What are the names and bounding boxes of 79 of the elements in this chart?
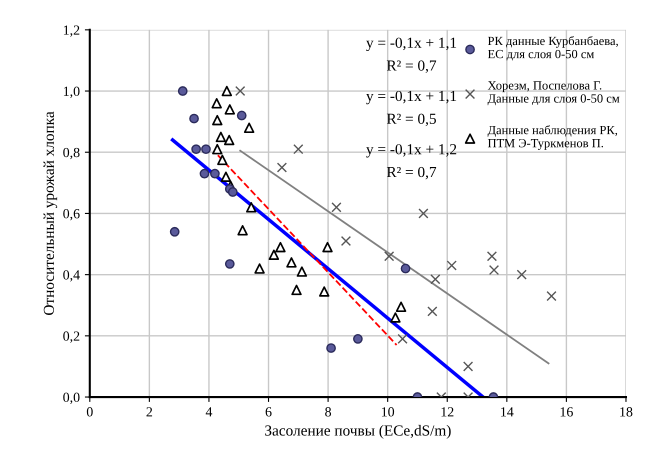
annotation: R² = 0,5 — [386, 114, 436, 126]
point — [390, 312, 401, 323]
x-tick-label: 0 — [86, 407, 93, 417]
point — [170, 226, 180, 237]
point — [178, 86, 188, 96]
y-tick-label: 0,8 — [63, 148, 80, 160]
point — [397, 334, 408, 344]
point — [286, 257, 297, 268]
y-tick-label: 0,2 — [63, 331, 80, 343]
point — [244, 122, 254, 133]
point — [384, 251, 394, 262]
point — [331, 202, 342, 212]
x-tick-label: 16 — [560, 407, 573, 417]
point — [340, 236, 352, 246]
legend-label: Хорезм, Поспелова Г. Данные для слоя 0-50 см — [488, 81, 620, 106]
point — [235, 86, 246, 96]
point — [189, 114, 199, 124]
annotation: R² = 0,7 — [386, 166, 436, 180]
y-tick-label: 1,2 — [64, 25, 80, 37]
x-tick-label: 12 — [442, 407, 454, 416]
point — [212, 114, 223, 126]
point — [400, 264, 410, 274]
point — [216, 132, 226, 142]
point — [463, 361, 474, 372]
point — [326, 343, 336, 353]
point — [418, 208, 429, 219]
point — [486, 251, 498, 262]
y-tick-label: 0,4 — [63, 270, 80, 282]
x-tick-label: 10 — [382, 407, 394, 417]
point — [546, 290, 557, 302]
point — [201, 144, 211, 154]
point — [217, 154, 228, 166]
point — [353, 334, 363, 344]
x-tick-label: 6 — [266, 407, 272, 417]
point — [322, 242, 333, 252]
point — [516, 270, 527, 280]
point — [211, 98, 222, 108]
y-tick-label: 1,0 — [64, 86, 80, 98]
point — [224, 134, 234, 146]
point — [396, 302, 406, 312]
x-tick-label: 2 — [146, 407, 152, 416]
x-axis-title: Засоление почвы (ECe,dS/m) — [265, 424, 451, 439]
point — [200, 168, 210, 179]
point — [488, 264, 500, 276]
x-tick-label: 8 — [325, 407, 332, 417]
point — [254, 263, 265, 274]
annotation: y = -0,1x + 1,1 — [366, 38, 456, 52]
point — [222, 86, 232, 96]
x-tick-label: 18 — [620, 407, 632, 417]
x-tick-label: 4 — [206, 407, 212, 416]
point — [224, 259, 235, 269]
point — [291, 284, 302, 296]
point — [427, 306, 438, 316]
annotation: y = -0,1x + 1,1 — [366, 90, 456, 104]
point — [224, 104, 236, 115]
point — [237, 225, 248, 236]
point — [246, 202, 256, 213]
point — [212, 144, 223, 154]
point — [296, 266, 308, 277]
point — [276, 162, 288, 173]
annotation: R² = 0,7 — [386, 60, 436, 73]
y-tick-label: 0,6 — [63, 209, 80, 220]
point — [318, 286, 330, 297]
point — [268, 250, 280, 260]
legend-label: Данные наблюдения РК, ПТМ Э-Туркменов П. — [488, 125, 618, 150]
point — [191, 144, 201, 154]
point — [430, 274, 440, 284]
point — [228, 187, 238, 197]
point — [210, 168, 220, 179]
point — [220, 171, 232, 182]
point — [236, 110, 247, 120]
y-axis-title: Относительный урожай хлопка — [43, 112, 58, 315]
legend-label: РК данные Курбанбаева, ЕС для слоя 0-50 см — [488, 36, 618, 61]
annotation: y = -0,1x + 1,2 — [366, 144, 456, 158]
x-tick-label: 14 — [501, 407, 514, 416]
point — [446, 260, 457, 271]
y-tick-label: 0,0 — [63, 392, 80, 404]
point — [293, 144, 304, 154]
point — [275, 242, 286, 252]
